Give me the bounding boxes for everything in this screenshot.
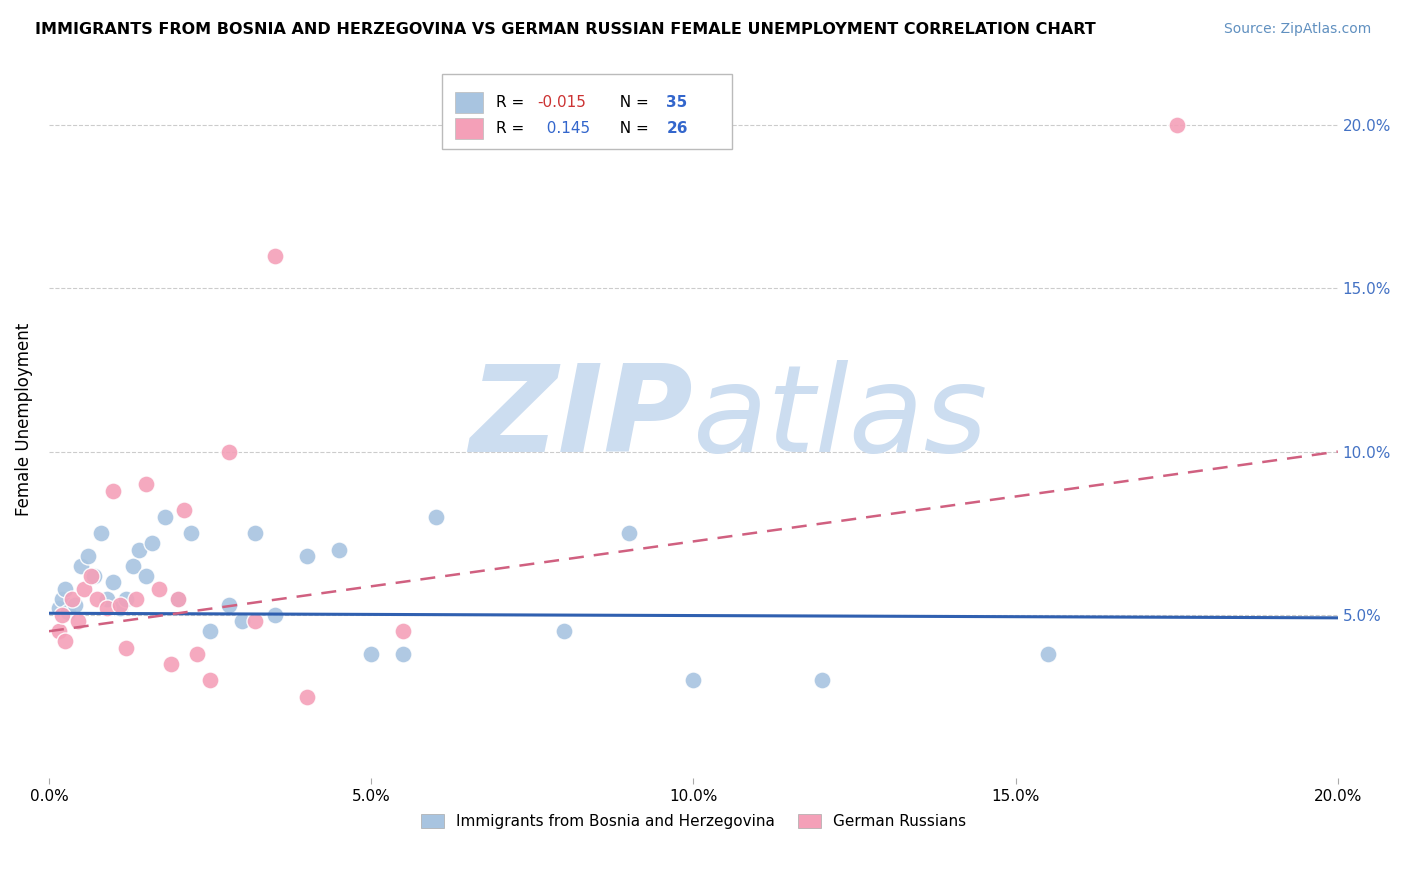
Point: [243, 526, 266, 541]
Point: [295, 690, 318, 704]
Point: [66, 615, 89, 629]
Point: [48, 601, 70, 615]
Point: [173, 503, 195, 517]
Point: [115, 640, 138, 655]
Point: [392, 647, 415, 661]
Point: [48, 624, 70, 639]
Point: [108, 598, 131, 612]
Point: [76, 549, 98, 563]
Text: atlas: atlas: [693, 360, 988, 477]
Text: 35: 35: [666, 95, 688, 110]
Point: [166, 591, 188, 606]
Point: [198, 624, 221, 639]
Point: [58, 605, 80, 619]
Point: [166, 591, 188, 606]
Text: N =: N =: [610, 120, 654, 136]
FancyBboxPatch shape: [441, 74, 733, 150]
Point: [89, 526, 111, 541]
Y-axis label: Female Unemployment: Female Unemployment: [15, 322, 32, 516]
Point: [392, 624, 415, 639]
Point: [218, 598, 240, 612]
Point: [1166, 118, 1188, 132]
Text: R =: R =: [496, 95, 529, 110]
Point: [103, 575, 125, 590]
Text: 0.145: 0.145: [537, 120, 591, 136]
FancyBboxPatch shape: [456, 92, 484, 113]
Point: [60, 591, 83, 606]
Text: -0.015: -0.015: [537, 95, 586, 110]
Point: [96, 591, 118, 606]
Text: 26: 26: [666, 120, 688, 136]
Point: [186, 647, 208, 661]
Text: Source: ZipAtlas.com: Source: ZipAtlas.com: [1223, 22, 1371, 37]
Point: [53, 634, 76, 648]
Point: [80, 568, 103, 582]
Point: [360, 647, 382, 661]
Point: [682, 673, 704, 688]
Point: [86, 591, 108, 606]
Point: [218, 444, 240, 458]
Point: [811, 673, 834, 688]
Point: [70, 558, 93, 573]
Point: [328, 542, 350, 557]
Point: [180, 526, 202, 541]
Point: [115, 591, 138, 606]
Point: [153, 509, 176, 524]
Point: [51, 607, 73, 622]
Point: [1036, 647, 1059, 661]
Point: [243, 615, 266, 629]
Point: [231, 615, 253, 629]
Point: [63, 598, 86, 612]
Point: [135, 568, 157, 582]
Point: [73, 582, 96, 596]
Point: [53, 582, 76, 596]
Legend: Immigrants from Bosnia and Herzegovina, German Russians: Immigrants from Bosnia and Herzegovina, …: [415, 807, 972, 835]
Point: [263, 249, 285, 263]
Point: [553, 624, 575, 639]
Point: [141, 536, 163, 550]
Point: [617, 526, 640, 541]
Point: [160, 657, 183, 671]
Point: [125, 591, 148, 606]
Point: [83, 568, 105, 582]
Point: [425, 509, 447, 524]
Text: ZIP: ZIP: [470, 360, 693, 477]
Point: [148, 582, 170, 596]
Point: [51, 591, 73, 606]
Point: [135, 477, 157, 491]
Point: [108, 601, 131, 615]
Text: R =: R =: [496, 120, 529, 136]
Point: [295, 549, 318, 563]
Point: [263, 607, 285, 622]
Text: IMMIGRANTS FROM BOSNIA AND HERZEGOVINA VS GERMAN RUSSIAN FEMALE UNEMPLOYMENT COR: IMMIGRANTS FROM BOSNIA AND HERZEGOVINA V…: [35, 22, 1095, 37]
Point: [128, 542, 150, 557]
Point: [198, 673, 221, 688]
Point: [103, 483, 125, 498]
FancyBboxPatch shape: [456, 118, 484, 139]
Text: N =: N =: [610, 95, 654, 110]
Point: [121, 558, 143, 573]
Point: [96, 601, 118, 615]
